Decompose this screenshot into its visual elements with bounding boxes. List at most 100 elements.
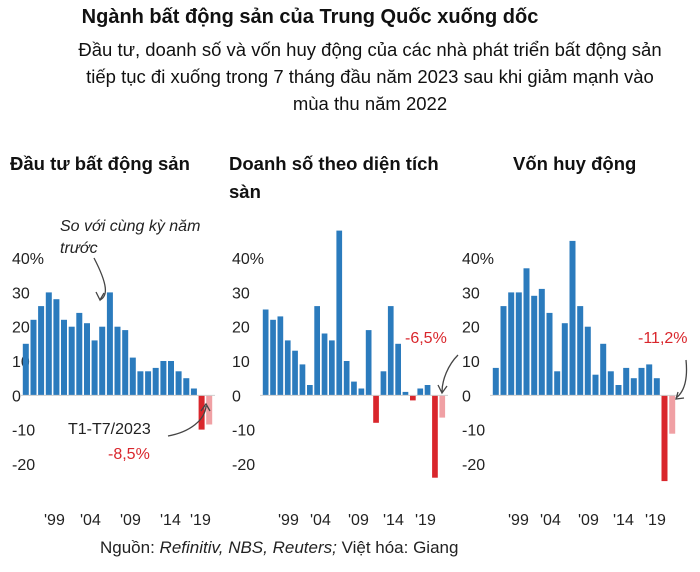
annotation-arrow-head-funding: [675, 391, 685, 400]
bar: [198, 395, 205, 430]
x-tick-label: '09: [348, 512, 369, 529]
x-tick-label: '04: [310, 512, 331, 529]
y-tick-label: 40%: [462, 251, 494, 268]
annotation-line: trước: [60, 240, 98, 257]
bar: [53, 299, 60, 396]
bar: [336, 230, 343, 396]
y-tick-label: 20: [12, 320, 30, 337]
bar: [365, 330, 372, 396]
annotation-arrow-funding: [675, 359, 688, 399]
y-tick-label: 10: [232, 354, 250, 371]
bar: [38, 306, 45, 396]
bar: [145, 371, 152, 396]
bar: [299, 364, 306, 396]
subtitle-line: Đầu tư, doanh số và vốn huy động của các…: [78, 39, 662, 60]
x-tick-label: '04: [80, 512, 101, 529]
bar: [270, 319, 276, 396]
source-note: Nguồn: Refinitiv, NBS, Reuters; Việt hóa…: [100, 538, 458, 558]
bar: [152, 367, 159, 396]
bar: [561, 323, 568, 396]
bar: [410, 395, 416, 401]
x-tick-label: '99: [508, 512, 529, 529]
y-tick-label: -20: [12, 457, 35, 474]
bar: [292, 350, 298, 396]
bar: [106, 292, 113, 396]
bar: [607, 371, 614, 396]
change-label-investment: -8,5%: [108, 446, 150, 463]
bar: [432, 395, 438, 478]
subtitle-line: tiếp tục đi xuống trong 7 tháng đầu năm …: [86, 66, 654, 87]
bar: [439, 395, 446, 418]
source-suffix: Việt hóa: Giang: [336, 538, 459, 557]
y-tick-label: 0: [462, 388, 471, 405]
annotation-arrow-investment: [167, 405, 207, 437]
bar: [129, 357, 136, 396]
bar: [515, 292, 522, 396]
annotation-yoy: So với cùng kỳ năm trước: [60, 216, 200, 260]
bar: [669, 395, 676, 434]
bar: [99, 326, 106, 396]
panel-title-funding: Vốn huy động: [513, 153, 637, 174]
bar: [351, 381, 357, 396]
y-tick-label: 20: [462, 320, 480, 337]
bar: [168, 361, 174, 396]
bar: [546, 312, 553, 396]
bar: [22, 343, 29, 396]
panel-title-investment: Đầu tư bất động sản: [10, 153, 190, 174]
bar: [160, 361, 167, 396]
chart-panel-2: 40% 30 20 10 0 -10 -20 '99 '04 '09 '14 '19: [462, 240, 678, 529]
bar: [531, 295, 538, 396]
y-tick-label: 10: [462, 354, 480, 371]
bar: [387, 306, 394, 396]
bar: [321, 333, 328, 396]
bar: [638, 367, 645, 396]
bar: [492, 367, 499, 396]
annotation-arrow-head-floor-sales: [437, 384, 448, 395]
x-tick-label: '19: [645, 512, 666, 529]
bar: [76, 312, 83, 396]
bar: [61, 319, 67, 396]
x-tick-label: '14: [613, 512, 634, 529]
bar: [424, 385, 431, 396]
x-tick-label: '14: [383, 512, 404, 529]
bar: [538, 288, 545, 396]
y-tick-label: 30: [232, 285, 250, 302]
bar: [661, 395, 668, 482]
bar: [68, 326, 75, 396]
bar: [592, 374, 599, 396]
bar: [577, 306, 584, 396]
y-tick-label: 0: [12, 388, 21, 405]
bar: [329, 340, 335, 396]
y-tick-label: 30: [462, 285, 480, 302]
bar: [137, 371, 144, 396]
bar: [175, 371, 182, 396]
bar: [314, 306, 320, 396]
bar: [262, 309, 269, 396]
bar: [395, 343, 401, 396]
bar: [380, 371, 387, 396]
chart-subtitle: Đầu tư, doanh số và vốn huy động của các…: [40, 36, 700, 117]
x-tick-label: '99: [278, 512, 299, 529]
bar: [358, 388, 365, 396]
y-tick-label: 20: [232, 320, 250, 337]
y-tick-label: -20: [462, 457, 485, 474]
bar: [84, 323, 90, 396]
change-label-floor-sales: -6,5%: [405, 330, 447, 347]
bar: [114, 326, 121, 396]
bar: [584, 326, 591, 396]
x-tick-label: '09: [578, 512, 599, 529]
bar: [277, 316, 284, 396]
bar: [183, 378, 190, 396]
bar: [630, 378, 637, 396]
source-names: Refinitiv, NBS, Reuters;: [159, 538, 337, 557]
bar: [646, 364, 653, 396]
period-label: T1-T7/2023: [68, 421, 151, 438]
x-tick-label: '09: [120, 512, 141, 529]
panel-title-floor-sales: Doanh số theo diện tích sàn: [229, 153, 439, 202]
bar: [523, 268, 530, 396]
bar: [554, 371, 561, 396]
change-label-funding: -11,2%: [638, 330, 688, 347]
bar: [190, 388, 197, 396]
